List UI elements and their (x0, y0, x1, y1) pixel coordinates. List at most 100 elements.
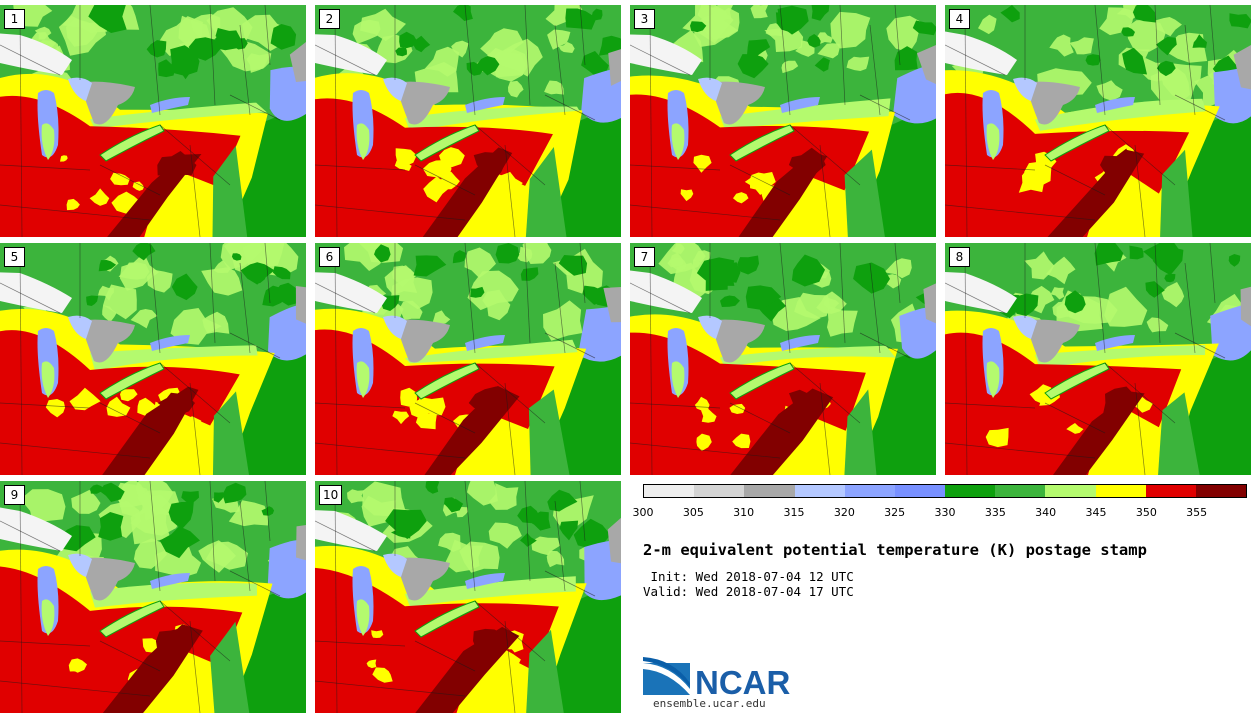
political-border (414, 402, 476, 434)
field-patch-dark-green (444, 497, 464, 513)
political-border (209, 5, 216, 106)
field-patch-dark-green (171, 273, 198, 301)
political-border (1184, 24, 1196, 116)
field-patch-dark-green (1228, 254, 1241, 267)
colorbar-tick-label: 320 (833, 506, 855, 519)
colorbar-segment (1095, 485, 1146, 497)
field-southeast-green (210, 621, 250, 713)
lake-superior (315, 34, 387, 75)
coastal-gray (1240, 286, 1251, 327)
political-border (1104, 124, 1176, 186)
lake-michigan-inner (671, 361, 685, 398)
colorbar-tick-label: 310 (733, 506, 755, 519)
field-patch-yellow (729, 403, 746, 414)
lake-erie (99, 124, 165, 162)
political-border (579, 481, 586, 542)
lake-erie (414, 362, 480, 400)
field-patch-dark-green (88, 5, 127, 33)
political-border (729, 164, 791, 196)
field-patch-dark-green (98, 260, 117, 272)
colorbar-tick-label: 350 (1135, 506, 1157, 519)
field-light-green-ribbon (405, 576, 576, 607)
political-border (229, 570, 281, 597)
colorbar-segment (844, 485, 895, 497)
political-border (474, 600, 546, 662)
colorbar-tick-label: 305 (682, 506, 704, 519)
field-patch-yellow (496, 650, 521, 671)
field-patch-yellow (693, 154, 712, 173)
field-patch-light-green (482, 289, 511, 321)
ocean-region (542, 581, 621, 713)
coastal-gray (296, 525, 306, 561)
field-patch-dark-green (146, 40, 167, 58)
member-number-label: 4 (949, 9, 970, 29)
field-patch-dark-green (807, 34, 821, 48)
field-patch-dark-green (747, 39, 771, 57)
field-patch-dark-green (517, 505, 540, 524)
political-border (789, 362, 861, 424)
political-border (1044, 164, 1106, 196)
political-border (315, 402, 406, 409)
field-patch-yellow (732, 433, 751, 449)
colorbar-segment (744, 485, 795, 497)
member-number-label: 5 (4, 247, 25, 267)
field-southeast-green (844, 149, 885, 237)
political-border (945, 442, 1096, 459)
coastal-gray (608, 49, 621, 86)
field-patch-light-green (103, 284, 137, 320)
ensemble-member-panel: 2 (315, 5, 621, 237)
field-patch-dark-green (737, 54, 769, 79)
field-patch-dark-green (272, 266, 291, 280)
field-patch-yellow (1066, 423, 1084, 434)
colorbar-tick-label: 330 (934, 506, 956, 519)
political-border (464, 5, 476, 116)
coastal-gray (917, 44, 936, 85)
field-patch-light-green (668, 257, 687, 272)
field-patch-dark-green (775, 12, 805, 32)
member-number-label: 3 (634, 9, 655, 29)
forecast-map (0, 481, 306, 713)
field-patch-light-green (392, 265, 416, 287)
field-patch-light-green (1146, 317, 1169, 333)
political-border (779, 243, 791, 354)
political-border (544, 94, 596, 121)
political-border (99, 164, 161, 196)
lake-erie (414, 124, 480, 162)
colorbar-tick-label: 315 (783, 506, 805, 519)
field-dark-red-patch (468, 386, 507, 414)
political-border (315, 282, 376, 314)
georgian-bay (68, 315, 92, 339)
field-patch-dark-green (231, 253, 242, 261)
member-number-label: 10 (319, 485, 343, 505)
lake-ontario (465, 335, 505, 351)
political-border (0, 402, 91, 409)
political-border (779, 5, 791, 116)
field-patch-dark-green (1121, 27, 1135, 37)
political-border (964, 14, 968, 237)
political-border (0, 520, 61, 552)
political-border (264, 5, 271, 66)
lake-superior (630, 34, 702, 75)
field-patch-dark-green (1145, 281, 1165, 298)
political-border (630, 402, 721, 409)
lake-ontario (780, 335, 820, 351)
field-patch-dark-green (1013, 293, 1039, 316)
political-border (1134, 144, 1146, 237)
political-border (19, 14, 23, 237)
colorbar-segment (995, 485, 1046, 497)
field-patch-dark-green (814, 57, 830, 72)
political-border (630, 282, 691, 314)
field-dark-red-patch (789, 389, 824, 417)
political-border (0, 640, 91, 647)
lake-michigan-inner (41, 599, 55, 636)
political-border (504, 620, 516, 713)
field-patch-light-green (1050, 287, 1065, 300)
political-border (554, 262, 566, 354)
political-border (859, 332, 911, 359)
field-patch-yellow (60, 155, 68, 162)
field-patch-dark-green (385, 509, 427, 539)
political-border (869, 24, 881, 116)
field-patch-yellow (696, 433, 712, 451)
political-border (315, 164, 406, 171)
field-patch-light-green (886, 15, 923, 52)
